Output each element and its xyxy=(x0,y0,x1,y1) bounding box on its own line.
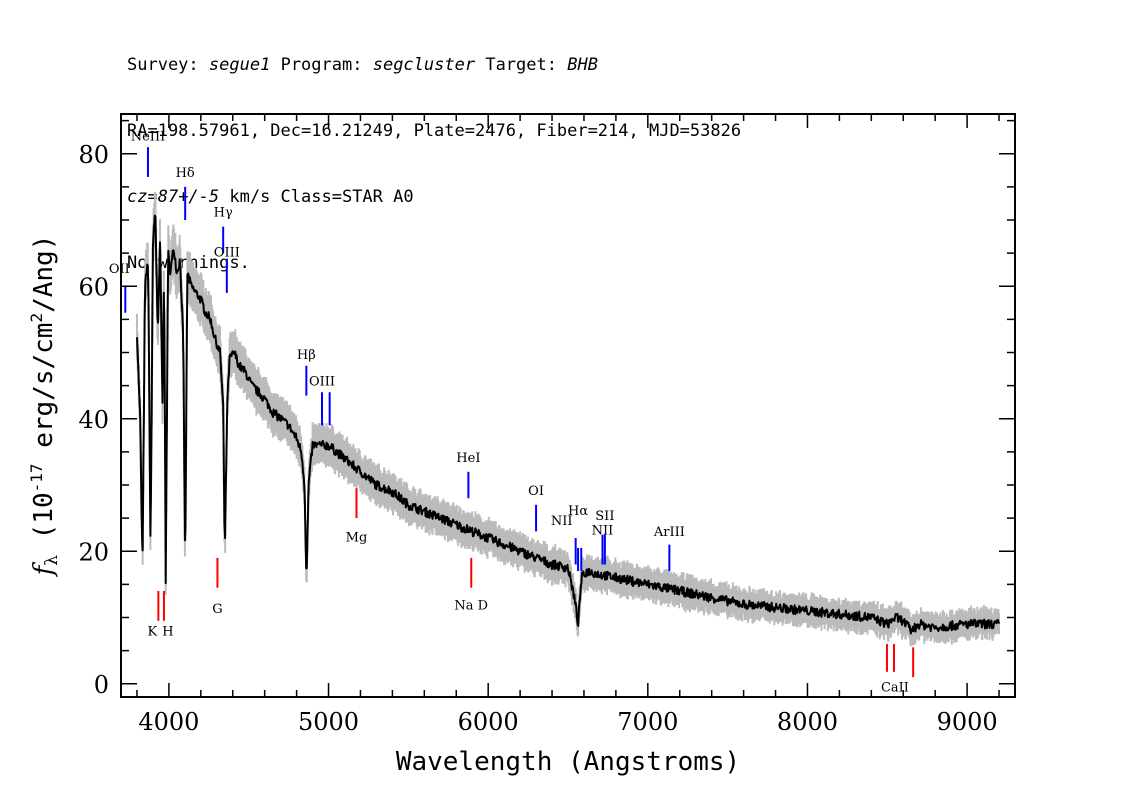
x-axis-title: Wavelength (Angstroms) xyxy=(396,747,740,777)
x-tick-label: 7000 xyxy=(617,708,678,736)
x-tick-label: 8000 xyxy=(777,708,838,736)
x-tick-label: 6000 xyxy=(458,708,519,736)
target-label: Target: xyxy=(485,55,557,75)
axis-ticks-layer: 4000 5000 6000 7000 8000 9000 0 20 40 60 80 xyxy=(78,114,1015,736)
line-label: OIII xyxy=(214,245,240,260)
cz-label: cz xyxy=(127,187,148,207)
y-tick-label: 20 xyxy=(78,538,109,566)
header-line-coords: RA=198.57961, Dec=16.21249, Plate=2476, … xyxy=(127,121,742,141)
line-label: Na D xyxy=(454,599,488,614)
target-value: BHB xyxy=(567,55,598,75)
line-label: Hδ xyxy=(176,166,195,181)
y-tick-label: 0 xyxy=(94,671,109,699)
line-label: G xyxy=(212,602,222,617)
x-tick-label: 9000 xyxy=(937,708,998,736)
header-line-survey: Survey: segue1 Program: segcluster Targe… xyxy=(127,54,741,76)
plot-frame xyxy=(120,113,1016,698)
program-value: segcluster xyxy=(372,55,476,75)
y-tick-label: 80 xyxy=(78,141,109,169)
x-tick-label: 5000 xyxy=(298,708,359,736)
line-label: NII xyxy=(592,524,614,539)
error-band xyxy=(136,192,1000,647)
line-label: Hγ xyxy=(214,206,233,221)
line-label: OII xyxy=(109,262,130,277)
flux-layer xyxy=(136,214,1000,635)
cz-value: =87+/-5 xyxy=(147,187,220,207)
line-label: SII xyxy=(595,509,614,524)
program-label: Program: xyxy=(280,55,363,75)
cz-unit-class: km/s Class=STAR A0 xyxy=(219,187,414,207)
line-label: HeI xyxy=(456,451,480,466)
survey-value: segue1 xyxy=(208,55,271,75)
line-label: Hβ xyxy=(297,348,316,363)
line-label: NeIII xyxy=(131,130,165,145)
x-tick-label: 4000 xyxy=(138,708,199,736)
y-axis-title: fλ (10-17 erg/s/cm2/Ang) xyxy=(27,235,62,578)
line-label: NII xyxy=(551,514,573,529)
y-tick-label: 40 xyxy=(78,406,109,434)
line-label: OI xyxy=(528,484,544,499)
error-band-layer xyxy=(136,192,1000,647)
line-label: Mg xyxy=(346,530,368,545)
spectral-lines-layer: OIINeIIIHδHγOIIIHβOIIIHeIOINIIHαNIISIIAr… xyxy=(109,130,915,696)
line-label: OIII xyxy=(309,375,335,390)
line-label: H xyxy=(162,624,173,639)
line-label: CaII xyxy=(881,681,909,696)
line-label: K xyxy=(147,624,157,639)
line-label: Hα xyxy=(568,504,588,519)
line-label: ArIII xyxy=(653,525,685,540)
flux-line xyxy=(136,214,1000,635)
header-line-redshift: cz=87+/-5 km/s Class=STAR A0 xyxy=(127,186,741,208)
y-tick-label: 60 xyxy=(78,273,109,301)
survey-label: Survey: xyxy=(127,55,199,75)
spectrum-header: Survey: segue1 Program: segcluster Targe… xyxy=(127,10,741,296)
